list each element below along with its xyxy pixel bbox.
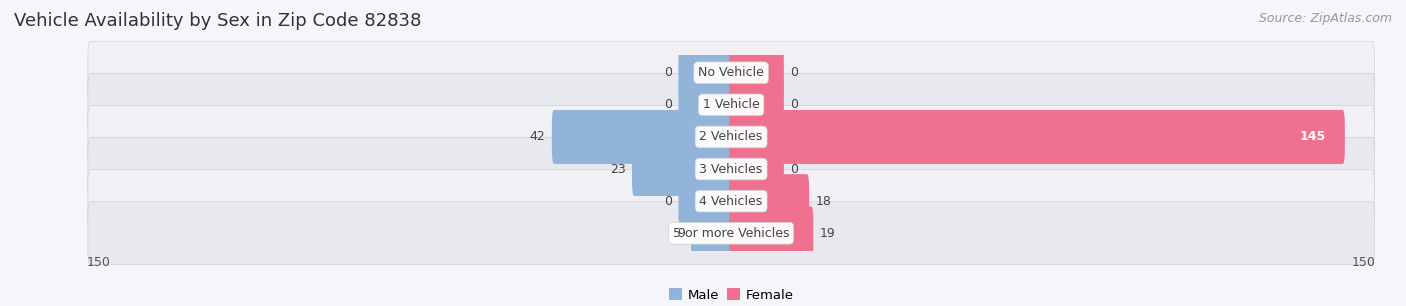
Text: 0: 0 xyxy=(664,98,672,111)
FancyBboxPatch shape xyxy=(87,73,1374,136)
Text: 23: 23 xyxy=(610,162,626,176)
FancyBboxPatch shape xyxy=(631,142,734,196)
Text: 0: 0 xyxy=(790,66,799,79)
FancyBboxPatch shape xyxy=(87,41,1374,104)
FancyBboxPatch shape xyxy=(678,46,734,100)
Text: 4 Vehicles: 4 Vehicles xyxy=(700,195,762,208)
FancyBboxPatch shape xyxy=(87,170,1374,233)
Text: 9: 9 xyxy=(676,227,685,240)
Text: No Vehicle: No Vehicle xyxy=(699,66,763,79)
Text: 0: 0 xyxy=(790,162,799,176)
Text: 18: 18 xyxy=(815,195,831,208)
FancyBboxPatch shape xyxy=(551,110,734,164)
FancyBboxPatch shape xyxy=(678,78,734,132)
Text: Vehicle Availability by Sex in Zip Code 82838: Vehicle Availability by Sex in Zip Code … xyxy=(14,12,422,30)
FancyBboxPatch shape xyxy=(728,142,785,196)
Text: Source: ZipAtlas.com: Source: ZipAtlas.com xyxy=(1258,12,1392,25)
FancyBboxPatch shape xyxy=(728,206,813,260)
FancyBboxPatch shape xyxy=(728,110,1344,164)
FancyBboxPatch shape xyxy=(728,46,785,100)
FancyBboxPatch shape xyxy=(87,202,1374,265)
FancyBboxPatch shape xyxy=(690,206,734,260)
Text: 5 or more Vehicles: 5 or more Vehicles xyxy=(673,227,789,240)
Text: 0: 0 xyxy=(664,66,672,79)
FancyBboxPatch shape xyxy=(87,138,1374,200)
FancyBboxPatch shape xyxy=(87,106,1374,168)
Legend: Male, Female: Male, Female xyxy=(664,283,799,306)
Text: 145: 145 xyxy=(1299,130,1326,144)
FancyBboxPatch shape xyxy=(728,78,785,132)
Text: 42: 42 xyxy=(530,130,546,144)
Text: 19: 19 xyxy=(820,227,835,240)
Text: 2 Vehicles: 2 Vehicles xyxy=(700,130,762,144)
Text: 3 Vehicles: 3 Vehicles xyxy=(700,162,762,176)
FancyBboxPatch shape xyxy=(678,174,734,228)
Text: 0: 0 xyxy=(790,98,799,111)
Text: 1 Vehicle: 1 Vehicle xyxy=(703,98,759,111)
Text: 0: 0 xyxy=(664,195,672,208)
FancyBboxPatch shape xyxy=(728,174,810,228)
